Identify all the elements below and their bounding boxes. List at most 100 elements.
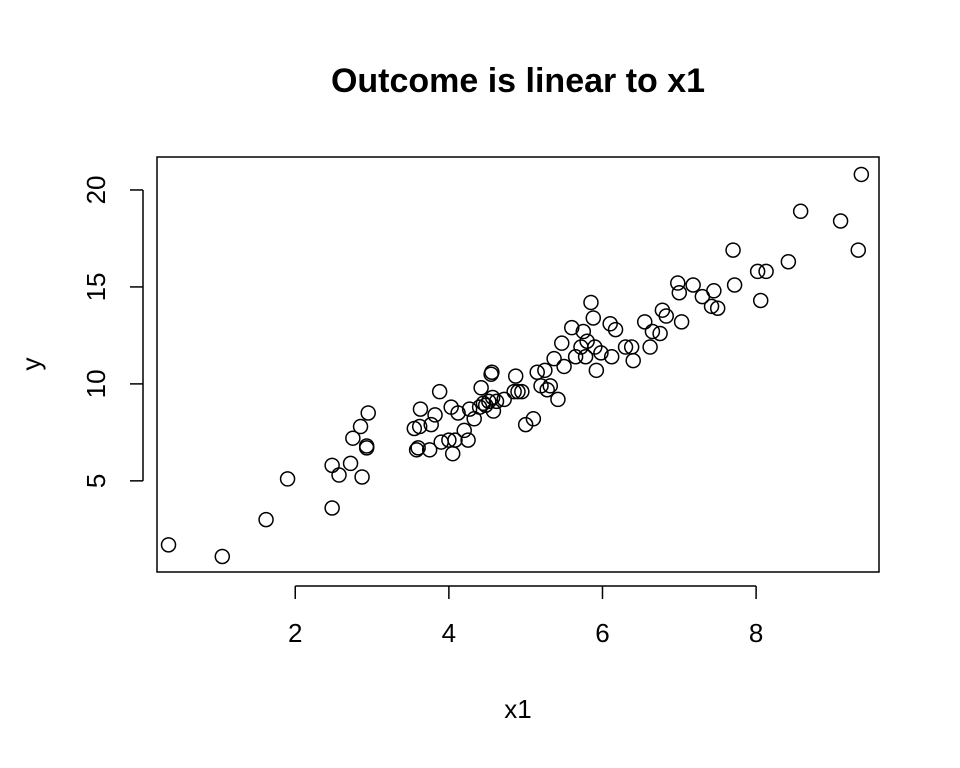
data-point (331, 467, 347, 483)
data-point (423, 416, 439, 433)
data-point (506, 383, 522, 400)
data-point (471, 399, 488, 415)
data-point (577, 348, 594, 365)
data-point (447, 432, 463, 448)
data-point (644, 323, 661, 340)
data-point (342, 455, 359, 472)
data-point (514, 383, 530, 400)
y-tick-label: 10 (81, 369, 111, 398)
data-point (537, 362, 553, 379)
data-point (602, 316, 618, 332)
data-point (725, 242, 741, 258)
data-point (752, 292, 769, 309)
data-point (658, 308, 674, 324)
data-point (484, 364, 500, 381)
data-point (360, 405, 376, 421)
y-tick-label: 20 (81, 176, 111, 205)
data-point (703, 298, 720, 315)
data-point (324, 500, 340, 516)
data-point (461, 401, 478, 417)
data-point (780, 253, 797, 270)
data-point (279, 471, 296, 487)
data-point (556, 358, 572, 375)
data-points (160, 166, 870, 565)
data-point (585, 310, 602, 326)
data-point (587, 339, 603, 355)
x-tick-label: 8 (749, 618, 763, 648)
data-point (160, 537, 177, 553)
data-point (758, 263, 774, 280)
data-point (410, 440, 426, 456)
data-point (214, 548, 231, 565)
data-point (792, 203, 809, 220)
y-axis-label: y (16, 358, 46, 371)
data-point (539, 381, 555, 398)
data-point (408, 442, 425, 458)
x-axis: 2 4 6 8 (288, 585, 763, 648)
data-point (749, 263, 766, 280)
data-point (850, 242, 867, 258)
x-tick-label: 6 (595, 618, 609, 648)
data-point (324, 457, 340, 474)
data-point (726, 277, 743, 293)
data-point (567, 348, 584, 365)
data-point (706, 283, 722, 299)
data-point (456, 422, 472, 439)
data-point (345, 430, 361, 446)
x-tick-label: 2 (288, 618, 302, 648)
x-axis-label: x1 (504, 694, 531, 724)
data-point (473, 380, 489, 396)
chart-title: Outcome is linear to x1 (331, 62, 705, 100)
data-point (554, 335, 570, 351)
data-point (603, 348, 620, 365)
data-point (542, 378, 559, 394)
data-point (444, 445, 461, 462)
data-point (352, 418, 369, 435)
data-point (607, 321, 624, 338)
data-point (496, 391, 512, 408)
data-point (481, 393, 497, 410)
data-point (507, 368, 524, 384)
data-point (623, 339, 640, 355)
data-point (671, 284, 688, 301)
data-point (546, 350, 562, 367)
data-point (354, 469, 370, 485)
data-point (685, 277, 701, 293)
data-point (411, 418, 428, 435)
y-tick-label: 15 (81, 272, 111, 301)
data-point (588, 362, 605, 379)
data-point (564, 319, 580, 336)
data-point (652, 325, 668, 342)
data-point (642, 339, 658, 355)
data-point (358, 438, 375, 454)
data-point (670, 275, 686, 291)
plot-frame (156, 156, 880, 573)
data-point (625, 352, 641, 369)
data-point (593, 345, 609, 361)
data-point (412, 401, 429, 417)
data-point (673, 314, 690, 330)
data-point (450, 405, 466, 421)
data-point (431, 383, 448, 400)
data-point (485, 403, 502, 419)
data-point (617, 339, 634, 355)
data-point (575, 323, 592, 340)
data-point (421, 442, 438, 458)
data-point (510, 383, 526, 400)
y-axis: 5 10 15 20 (81, 176, 144, 488)
data-point (517, 416, 534, 433)
data-point (636, 314, 653, 330)
data-point (853, 166, 870, 183)
y-tick-label: 5 (81, 474, 111, 488)
data-point (460, 432, 476, 448)
data-point (258, 511, 274, 528)
data-point (832, 213, 849, 229)
data-point (583, 294, 599, 311)
data-point (427, 407, 443, 423)
x-tick-label: 4 (442, 618, 456, 648)
data-point (579, 333, 595, 349)
data-point (441, 432, 457, 448)
data-point (550, 391, 566, 408)
data-point (488, 393, 505, 410)
